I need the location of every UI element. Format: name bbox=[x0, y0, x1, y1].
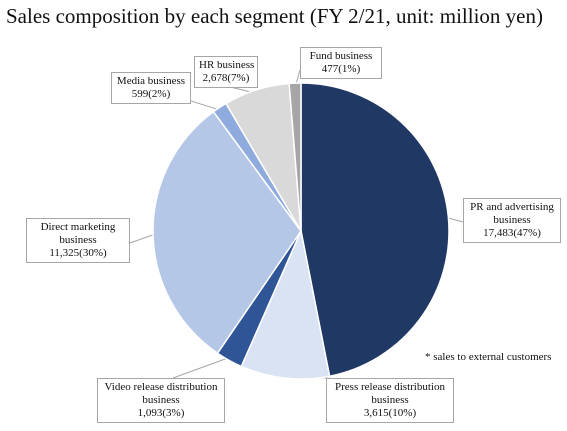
data-label-name: PR and advertising bbox=[470, 201, 554, 213]
leader-line bbox=[172, 356, 232, 379]
data-label-value: 3,615(10%) bbox=[363, 407, 417, 419]
data-label-name: business bbox=[59, 234, 97, 246]
pie-slice-direct-marketing-business bbox=[152, 110, 302, 355]
data-label: HR business 2,678(7%) bbox=[194, 56, 258, 88]
data-label-name: business bbox=[493, 214, 531, 226]
data-label-value: 599(2%) bbox=[131, 88, 171, 100]
data-label-name: HR business bbox=[199, 59, 255, 71]
data-label-name: Media business bbox=[116, 75, 186, 87]
data-label-value: 1,093(3%) bbox=[137, 407, 185, 419]
data-label: Media business 599(2%) bbox=[111, 72, 191, 104]
footnote: * sales to external customers bbox=[425, 351, 552, 363]
data-label: Direct marketing business 11,325(30%) bbox=[26, 218, 130, 263]
data-label-name: Video release distribution bbox=[104, 381, 218, 393]
pie-slice-pr-and-advertising-business bbox=[300, 82, 450, 378]
data-label: Video release distribution business 1,093(… bbox=[97, 378, 225, 423]
data-label-value: 17,483(47%) bbox=[483, 227, 541, 239]
data-label-name: Direct marketing bbox=[40, 221, 116, 233]
data-label-value: 2,678(7%) bbox=[202, 72, 250, 84]
data-label-name: business bbox=[142, 394, 180, 406]
data-label-name: Press release distribution bbox=[335, 381, 445, 393]
chart-title: Sales composition by each segment (FY 2/… bbox=[6, 4, 543, 28]
data-label-value: 477(1%) bbox=[321, 63, 361, 75]
data-label: Press release distribution business 3,615(… bbox=[326, 378, 454, 423]
pie-slice-fund-business bbox=[288, 82, 302, 232]
data-label-value: 11,325(30%) bbox=[49, 247, 107, 259]
pie-slices bbox=[152, 82, 450, 380]
data-label-name: business bbox=[371, 394, 409, 406]
data-label: PR and advertising business 17,483(47%) bbox=[463, 198, 561, 243]
data-label-name: Fund business bbox=[309, 50, 373, 62]
pie-slice-press-release-distribution-business bbox=[240, 228, 331, 380]
data-label: Fund business 477(1%) bbox=[300, 47, 382, 79]
